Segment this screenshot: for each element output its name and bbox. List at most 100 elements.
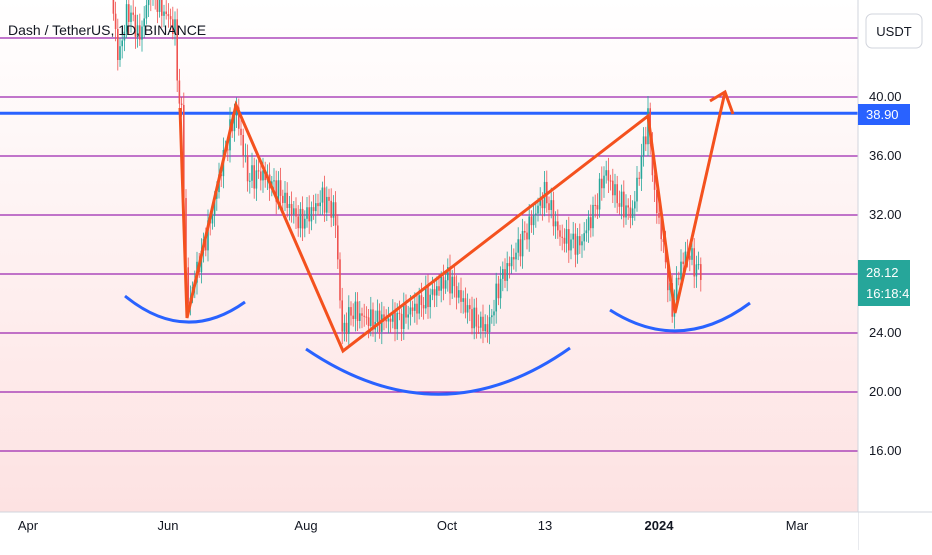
candle-body xyxy=(311,207,313,221)
candle-body xyxy=(412,307,414,310)
candle-body xyxy=(368,317,370,326)
candle-body xyxy=(449,267,451,293)
currency-label: USDT xyxy=(876,24,911,39)
candle-body xyxy=(632,208,634,218)
candle-body xyxy=(322,188,324,203)
price-axis-panel[interactable] xyxy=(858,0,932,512)
candle-body xyxy=(300,209,302,228)
time-axis-panel[interactable] xyxy=(0,512,858,550)
candle-body xyxy=(462,298,464,302)
candle-body xyxy=(249,181,251,182)
candle-body xyxy=(128,4,130,22)
candle-body xyxy=(352,316,354,319)
candle-body xyxy=(588,217,590,230)
candle-body xyxy=(425,286,427,308)
candle-body xyxy=(522,231,524,256)
candle-body xyxy=(520,239,522,256)
candle-body xyxy=(242,135,244,155)
candle-body xyxy=(308,207,310,221)
candle-body xyxy=(610,181,612,182)
candle-body xyxy=(583,233,585,241)
candle-body xyxy=(487,324,489,332)
candle-body xyxy=(634,201,636,208)
candle-body xyxy=(548,203,550,210)
candle-body xyxy=(286,193,288,208)
candle-body xyxy=(333,202,335,218)
candle-body xyxy=(691,248,693,260)
candle-body xyxy=(636,178,638,202)
candle-body xyxy=(170,16,172,19)
candle-body xyxy=(258,170,260,171)
candle-body xyxy=(605,170,607,176)
candle-body xyxy=(601,179,603,189)
candle-body xyxy=(458,290,460,298)
candle-body xyxy=(557,221,559,230)
candle-body xyxy=(403,305,405,329)
candle-body xyxy=(678,278,680,280)
candle-body xyxy=(682,262,684,264)
candle-body xyxy=(179,81,181,104)
candle-body xyxy=(577,236,579,255)
candle-body xyxy=(317,203,319,206)
candle-body xyxy=(533,215,535,225)
candle-body xyxy=(438,286,440,291)
candle-body xyxy=(302,209,304,229)
candle-body xyxy=(313,207,315,211)
candle-body xyxy=(148,0,150,5)
candle-body xyxy=(161,0,163,16)
candle-body xyxy=(256,170,258,188)
candle-body xyxy=(550,200,552,210)
last-price-label: 28.12 xyxy=(866,265,899,280)
resistance-price-label: 38.90 xyxy=(866,107,899,122)
candle-body xyxy=(388,319,390,322)
candle-body xyxy=(168,14,170,16)
candle-body xyxy=(586,230,588,233)
candle-body xyxy=(625,205,627,217)
candle-body xyxy=(119,46,121,60)
candle-body xyxy=(253,165,255,188)
candle-body xyxy=(130,13,132,22)
price-tick-20: 20.00 xyxy=(869,384,902,399)
candle-body xyxy=(399,313,401,314)
candle-body xyxy=(572,234,574,240)
price-tick-40: 40.00 xyxy=(869,89,902,104)
candle-body xyxy=(451,277,453,294)
candle-body xyxy=(473,308,475,329)
candle-body xyxy=(680,262,682,280)
candle-body xyxy=(528,216,530,239)
candle-body xyxy=(564,238,566,244)
symbol-title[interactable]: Dash / TetherUS, 1D, BINANCE xyxy=(8,22,206,38)
candle-body xyxy=(465,298,467,312)
candle-body xyxy=(295,208,297,216)
candle-body xyxy=(328,197,330,201)
price-tick-16: 16.00 xyxy=(869,443,902,458)
candle-body xyxy=(212,216,214,224)
candle-body xyxy=(526,233,528,240)
candle-body xyxy=(515,253,517,260)
candle-body xyxy=(405,305,407,318)
candle-body xyxy=(579,236,581,245)
candle-body xyxy=(597,205,599,209)
candle-body xyxy=(561,237,563,238)
candle-body xyxy=(630,207,632,218)
candle-body xyxy=(163,12,165,16)
countdown-label: 16:18:49 xyxy=(866,286,917,301)
candle-body xyxy=(638,178,640,179)
candle-body xyxy=(346,323,348,334)
candle-body xyxy=(616,184,618,203)
candle-body xyxy=(608,170,610,180)
candle-body xyxy=(251,165,253,181)
candle-body xyxy=(658,213,660,218)
candle-body xyxy=(289,204,291,208)
price-tick-36: 36.00 xyxy=(869,148,902,163)
time-tick-jun: Jun xyxy=(158,518,179,533)
candle-body xyxy=(445,280,447,288)
candle-body xyxy=(509,263,511,266)
candle-body xyxy=(471,309,473,328)
candle-body xyxy=(491,315,493,317)
candle-body xyxy=(612,181,614,196)
candle-body xyxy=(493,311,495,315)
time-tick-apr: Apr xyxy=(18,518,39,533)
